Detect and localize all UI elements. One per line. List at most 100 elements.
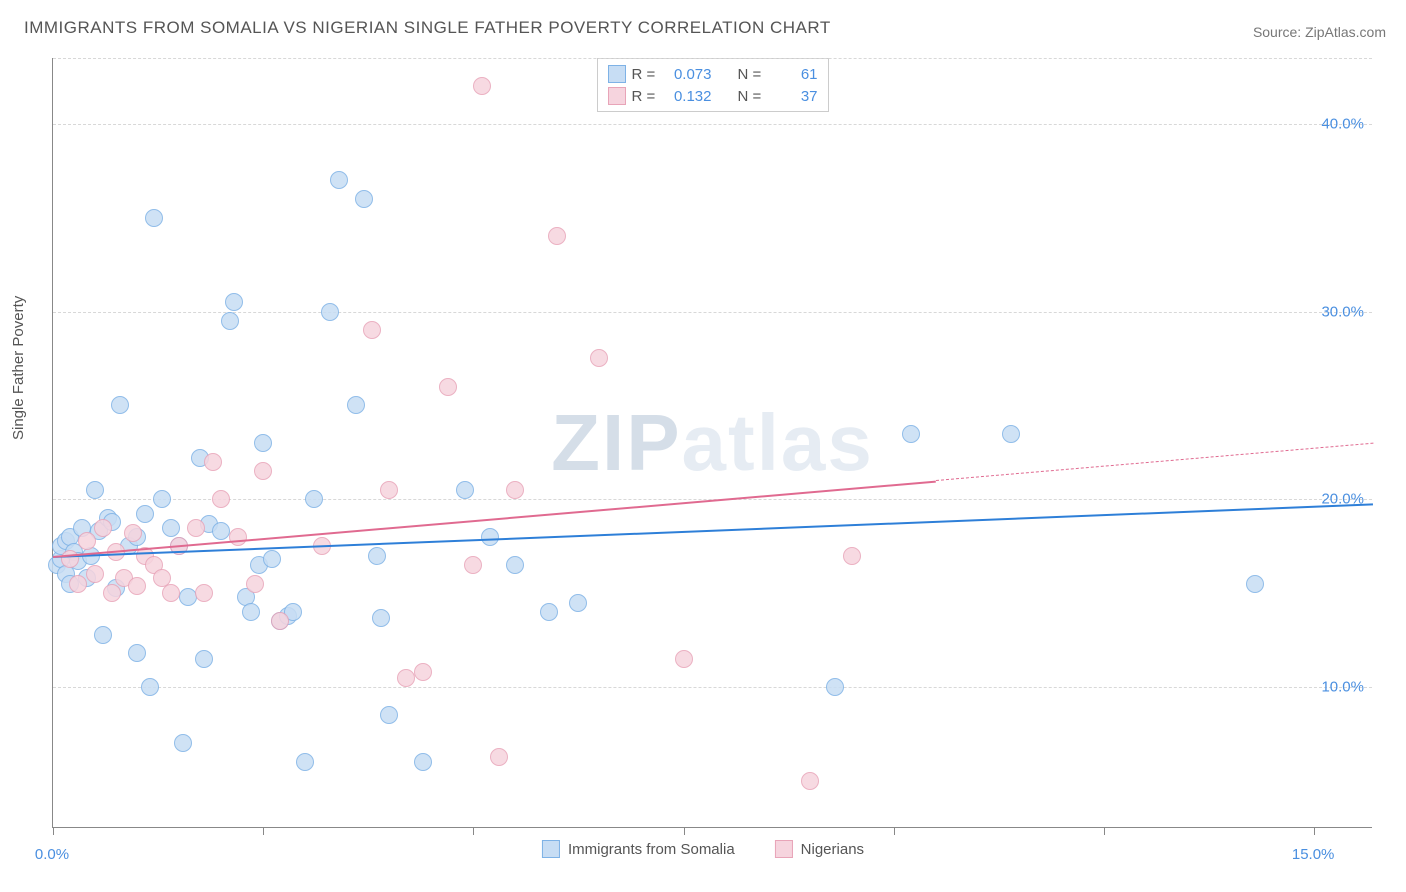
scatter-point xyxy=(111,396,129,414)
scatter-point xyxy=(78,532,96,550)
legend-swatch xyxy=(775,840,793,858)
legend-correlation-row: R = 0.132 N = 37 xyxy=(608,85,818,107)
legend-series-item: Immigrants from Somalia xyxy=(542,840,735,858)
scatter-point xyxy=(481,528,499,546)
scatter-point xyxy=(221,312,239,330)
legend-r-label: R = xyxy=(632,66,656,83)
scatter-point xyxy=(548,227,566,245)
scatter-point xyxy=(195,584,213,602)
scatter-point xyxy=(103,584,121,602)
x-tick xyxy=(1314,827,1315,835)
legend-n-value: 61 xyxy=(768,66,818,83)
scatter-point xyxy=(902,425,920,443)
scatter-point xyxy=(212,522,230,540)
scatter-point xyxy=(363,321,381,339)
scatter-point xyxy=(675,650,693,668)
x-tick xyxy=(684,827,685,835)
scatter-point xyxy=(86,481,104,499)
y-tick-label: 30.0% xyxy=(1321,303,1364,320)
scatter-point xyxy=(590,349,608,367)
scatter-point xyxy=(69,575,87,593)
watermark: ZIPatlas xyxy=(551,397,874,489)
legend-n-label: N = xyxy=(738,88,762,105)
scatter-point xyxy=(843,547,861,565)
x-tick xyxy=(263,827,264,835)
scatter-point xyxy=(801,772,819,790)
scatter-point xyxy=(195,650,213,668)
scatter-point xyxy=(124,524,142,542)
gridline xyxy=(53,312,1372,313)
y-axis-label: Single Father Poverty xyxy=(10,296,27,440)
gridline xyxy=(53,124,1372,125)
legend-series-label: Immigrants from Somalia xyxy=(568,841,735,858)
scatter-point xyxy=(242,603,260,621)
scatter-point xyxy=(254,434,272,452)
chart-title: IMMIGRANTS FROM SOMALIA VS NIGERIAN SING… xyxy=(24,18,831,38)
regression-line xyxy=(936,443,1373,481)
y-tick-label: 40.0% xyxy=(1321,115,1364,132)
legend-n-label: N = xyxy=(738,66,762,83)
scatter-point xyxy=(456,481,474,499)
scatter-point xyxy=(347,396,365,414)
source-attribution: Source: ZipAtlas.com xyxy=(1253,24,1386,40)
scatter-point xyxy=(305,490,323,508)
scatter-point xyxy=(473,77,491,95)
legend-correlation-box: R = 0.073 N = 61 R = 0.132 N = 37 xyxy=(597,58,829,112)
legend-series-item: Nigerians xyxy=(775,840,864,858)
scatter-point xyxy=(321,303,339,321)
scatter-point xyxy=(94,626,112,644)
legend-series: Immigrants from Somalia Nigerians xyxy=(542,840,864,858)
legend-r-value: 0.132 xyxy=(662,88,712,105)
scatter-point xyxy=(174,734,192,752)
scatter-point xyxy=(368,547,386,565)
legend-n-value: 37 xyxy=(768,88,818,105)
x-tick-label-min: 0.0% xyxy=(35,846,69,863)
scatter-point xyxy=(128,644,146,662)
scatter-point xyxy=(1002,425,1020,443)
scatter-point xyxy=(162,584,180,602)
scatter-point xyxy=(372,609,390,627)
scatter-point xyxy=(229,528,247,546)
scatter-point xyxy=(355,190,373,208)
scatter-point xyxy=(204,453,222,471)
x-tick xyxy=(53,827,54,835)
scatter-point xyxy=(569,594,587,612)
legend-r-label: R = xyxy=(632,88,656,105)
scatter-point xyxy=(271,612,289,630)
scatter-point xyxy=(179,588,197,606)
scatter-point xyxy=(212,490,230,508)
x-tick xyxy=(894,827,895,835)
regression-line xyxy=(53,503,1373,558)
scatter-point xyxy=(1246,575,1264,593)
x-tick xyxy=(473,827,474,835)
scatter-point xyxy=(439,378,457,396)
gridline xyxy=(53,687,1372,688)
scatter-point xyxy=(225,293,243,311)
scatter-point xyxy=(128,577,146,595)
scatter-point xyxy=(296,753,314,771)
scatter-point xyxy=(464,556,482,574)
scatter-point xyxy=(263,550,281,568)
scatter-point xyxy=(187,519,205,537)
legend-swatch xyxy=(608,87,626,105)
scatter-point xyxy=(246,575,264,593)
scatter-point xyxy=(397,669,415,687)
scatter-point xyxy=(414,663,432,681)
scatter-point xyxy=(506,481,524,499)
regression-line xyxy=(53,480,936,557)
x-tick xyxy=(1104,827,1105,835)
legend-correlation-row: R = 0.073 N = 61 xyxy=(608,63,818,85)
scatter-point xyxy=(506,556,524,574)
legend-series-label: Nigerians xyxy=(801,841,864,858)
scatter-point xyxy=(414,753,432,771)
legend-swatch xyxy=(608,65,626,83)
scatter-point xyxy=(540,603,558,621)
scatter-point xyxy=(380,481,398,499)
scatter-point xyxy=(254,462,272,480)
scatter-point xyxy=(826,678,844,696)
legend-r-value: 0.073 xyxy=(662,66,712,83)
scatter-point xyxy=(153,490,171,508)
scatter-point xyxy=(141,678,159,696)
legend-swatch xyxy=(542,840,560,858)
scatter-point xyxy=(136,505,154,523)
